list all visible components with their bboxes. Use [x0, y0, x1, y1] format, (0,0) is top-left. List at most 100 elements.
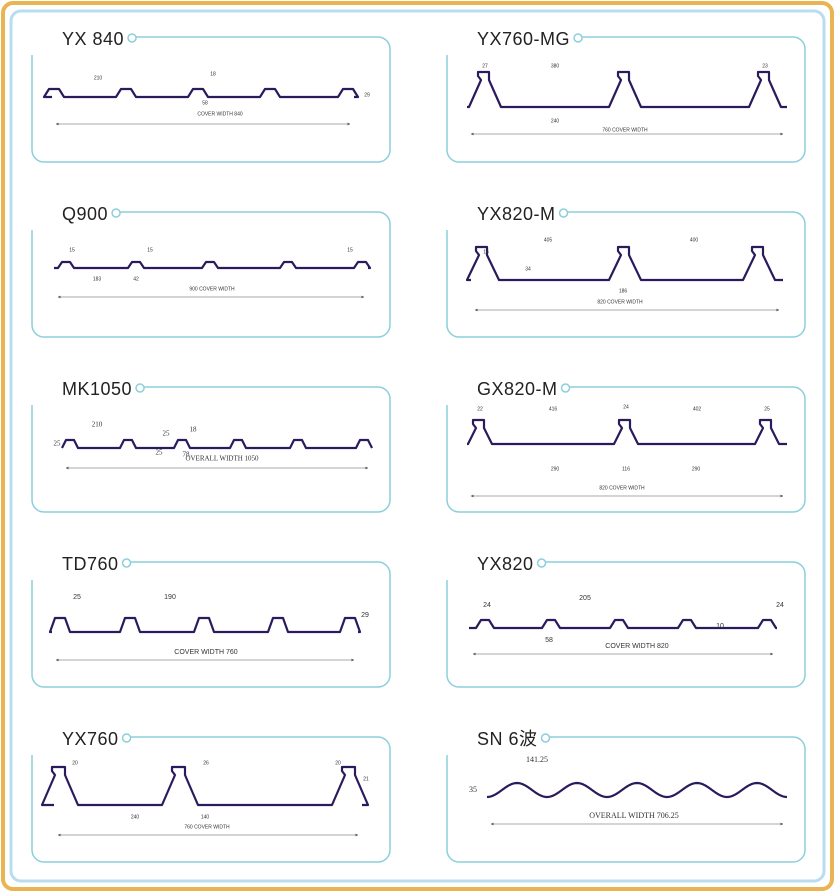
panel-box — [446, 36, 806, 163]
title-bg — [32, 208, 117, 216]
dimension-label: 78 — [183, 451, 191, 459]
dimension-label: 210 — [94, 75, 103, 81]
dimension-label: 760 COVER WIDTH — [184, 824, 230, 830]
title-bg — [447, 733, 546, 741]
panel-title: YX760-MG — [477, 29, 570, 49]
title-dot — [536, 558, 547, 568]
dimension-label: 15 — [69, 247, 75, 253]
title-bg — [32, 733, 127, 741]
dimension-label: 240 — [131, 814, 140, 820]
title-dot — [121, 558, 132, 568]
dimension-label: 21 — [363, 776, 369, 782]
dimension-label: 24 — [776, 602, 784, 609]
title-bg-left — [30, 560, 48, 580]
dimension-label: 240 — [551, 118, 560, 124]
dimension-label: 820 COVER WIDTH — [599, 485, 645, 491]
title-bg — [447, 208, 564, 216]
title-bg — [447, 558, 542, 566]
title-bg — [32, 383, 141, 391]
panel-profile — [469, 618, 778, 630]
panel-box — [31, 386, 391, 513]
title-bg — [447, 33, 579, 41]
dimension-label: 29 — [361, 612, 369, 619]
dimension-label: 58 — [202, 100, 208, 106]
panel-title: Q900 — [62, 204, 108, 224]
dimension-label: 20 — [72, 760, 78, 766]
dimension-label: 900 COVER WIDTH — [189, 286, 235, 292]
title-bg-left — [30, 210, 48, 230]
dimension-label: 15 — [347, 247, 353, 253]
dimension-label: 34 — [525, 266, 531, 272]
dimension-label: 25 — [156, 449, 164, 457]
panel: YX 840 210 18 58 29 COVER WIDTH 840 — [30, 29, 391, 163]
dimension-label: 186 — [619, 288, 628, 294]
title-bg-left — [30, 385, 48, 405]
title-bg-left — [445, 210, 463, 230]
title-bg — [447, 383, 566, 391]
panel-box — [31, 561, 391, 688]
panel-title: SN 6波 — [477, 729, 538, 749]
panel-box — [446, 211, 806, 338]
panel-box — [446, 736, 806, 863]
panel: GX820-M 22 416 24 402 25 290 116 290 820 COVER WI… — [445, 379, 806, 513]
dimension-label: COVER WIDTH 760 — [174, 649, 238, 656]
dimension-label: 380 — [551, 63, 560, 69]
panel: Q900 15 15 15 183 42 900 COVER WIDTH — [30, 204, 391, 338]
dimension-label: 23 — [762, 63, 768, 69]
panel: YX760-MG 27 380 23 240 760 COVER WIDTH — [445, 29, 806, 163]
dimension-label: 141.25 — [526, 755, 548, 764]
panel-profile — [54, 260, 372, 270]
panel-title: YX820-M — [477, 204, 556, 224]
panel-profile — [467, 70, 787, 109]
dimension-label: OVERALL WIDTH 1050 — [185, 455, 259, 463]
title-bg-left — [445, 735, 463, 755]
panel: YX760 20 26 20 21 240 140 760 COVER WIDTH — [30, 729, 391, 863]
title-dot — [573, 33, 583, 43]
dimension-label: 290 — [551, 466, 560, 472]
dimension-label: 190 — [164, 594, 176, 601]
dimension-label: 24 — [623, 404, 629, 410]
dimension-label: 400 — [690, 237, 699, 243]
title-dot — [127, 33, 137, 43]
title-dot — [135, 383, 145, 393]
dimension-label: 16 — [483, 249, 489, 255]
panel-profile — [465, 245, 783, 282]
panel-profile — [48, 616, 362, 634]
dimension-label: 22 — [477, 406, 483, 412]
dimension-label: 416 — [549, 406, 558, 412]
dimension-label: OVERALL WIDTH 706.25 — [589, 811, 679, 820]
panel-profile — [42, 87, 360, 99]
title-bg-left — [445, 560, 463, 580]
dimension-label: COVER WIDTH 840 — [197, 111, 243, 117]
dimension-label: COVER WIDTH 820 — [605, 643, 669, 650]
panel-box — [31, 211, 391, 338]
dimension-label: 820 COVER WIDTH — [597, 299, 643, 305]
title-bg-left — [445, 385, 463, 405]
panel-title: MK1050 — [62, 379, 132, 399]
panel-box — [31, 36, 391, 163]
panel: YX820 24 205 24 58 10 COVER WIDTH 820 — [445, 554, 806, 688]
dimension-label: 116 — [622, 466, 630, 472]
dimension-label: 25 — [73, 594, 81, 601]
panel-title: YX760 — [62, 729, 119, 749]
title-dot — [560, 383, 571, 393]
title-dot — [558, 208, 569, 218]
dimension-label: 405 — [544, 237, 553, 243]
dimension-label: 25 — [764, 406, 770, 412]
dimension-label: 183 — [93, 276, 102, 282]
panel-title: GX820-M — [477, 379, 558, 399]
dimension-label: 24 — [483, 602, 491, 609]
inner-frame — [9, 9, 826, 883]
dimension-label: 290 — [692, 466, 701, 472]
title-dot — [540, 733, 551, 743]
dimension-label: 10 — [716, 623, 724, 630]
panel-box — [446, 386, 806, 513]
panel-title: YX 840 — [62, 29, 124, 49]
dimension-label: 27 — [482, 63, 488, 69]
dimension-label: 210 — [92, 421, 103, 429]
panel: TD760 25 190 29 COVER WIDTH 760 — [30, 554, 391, 688]
dimension-label: 18 — [190, 426, 198, 434]
